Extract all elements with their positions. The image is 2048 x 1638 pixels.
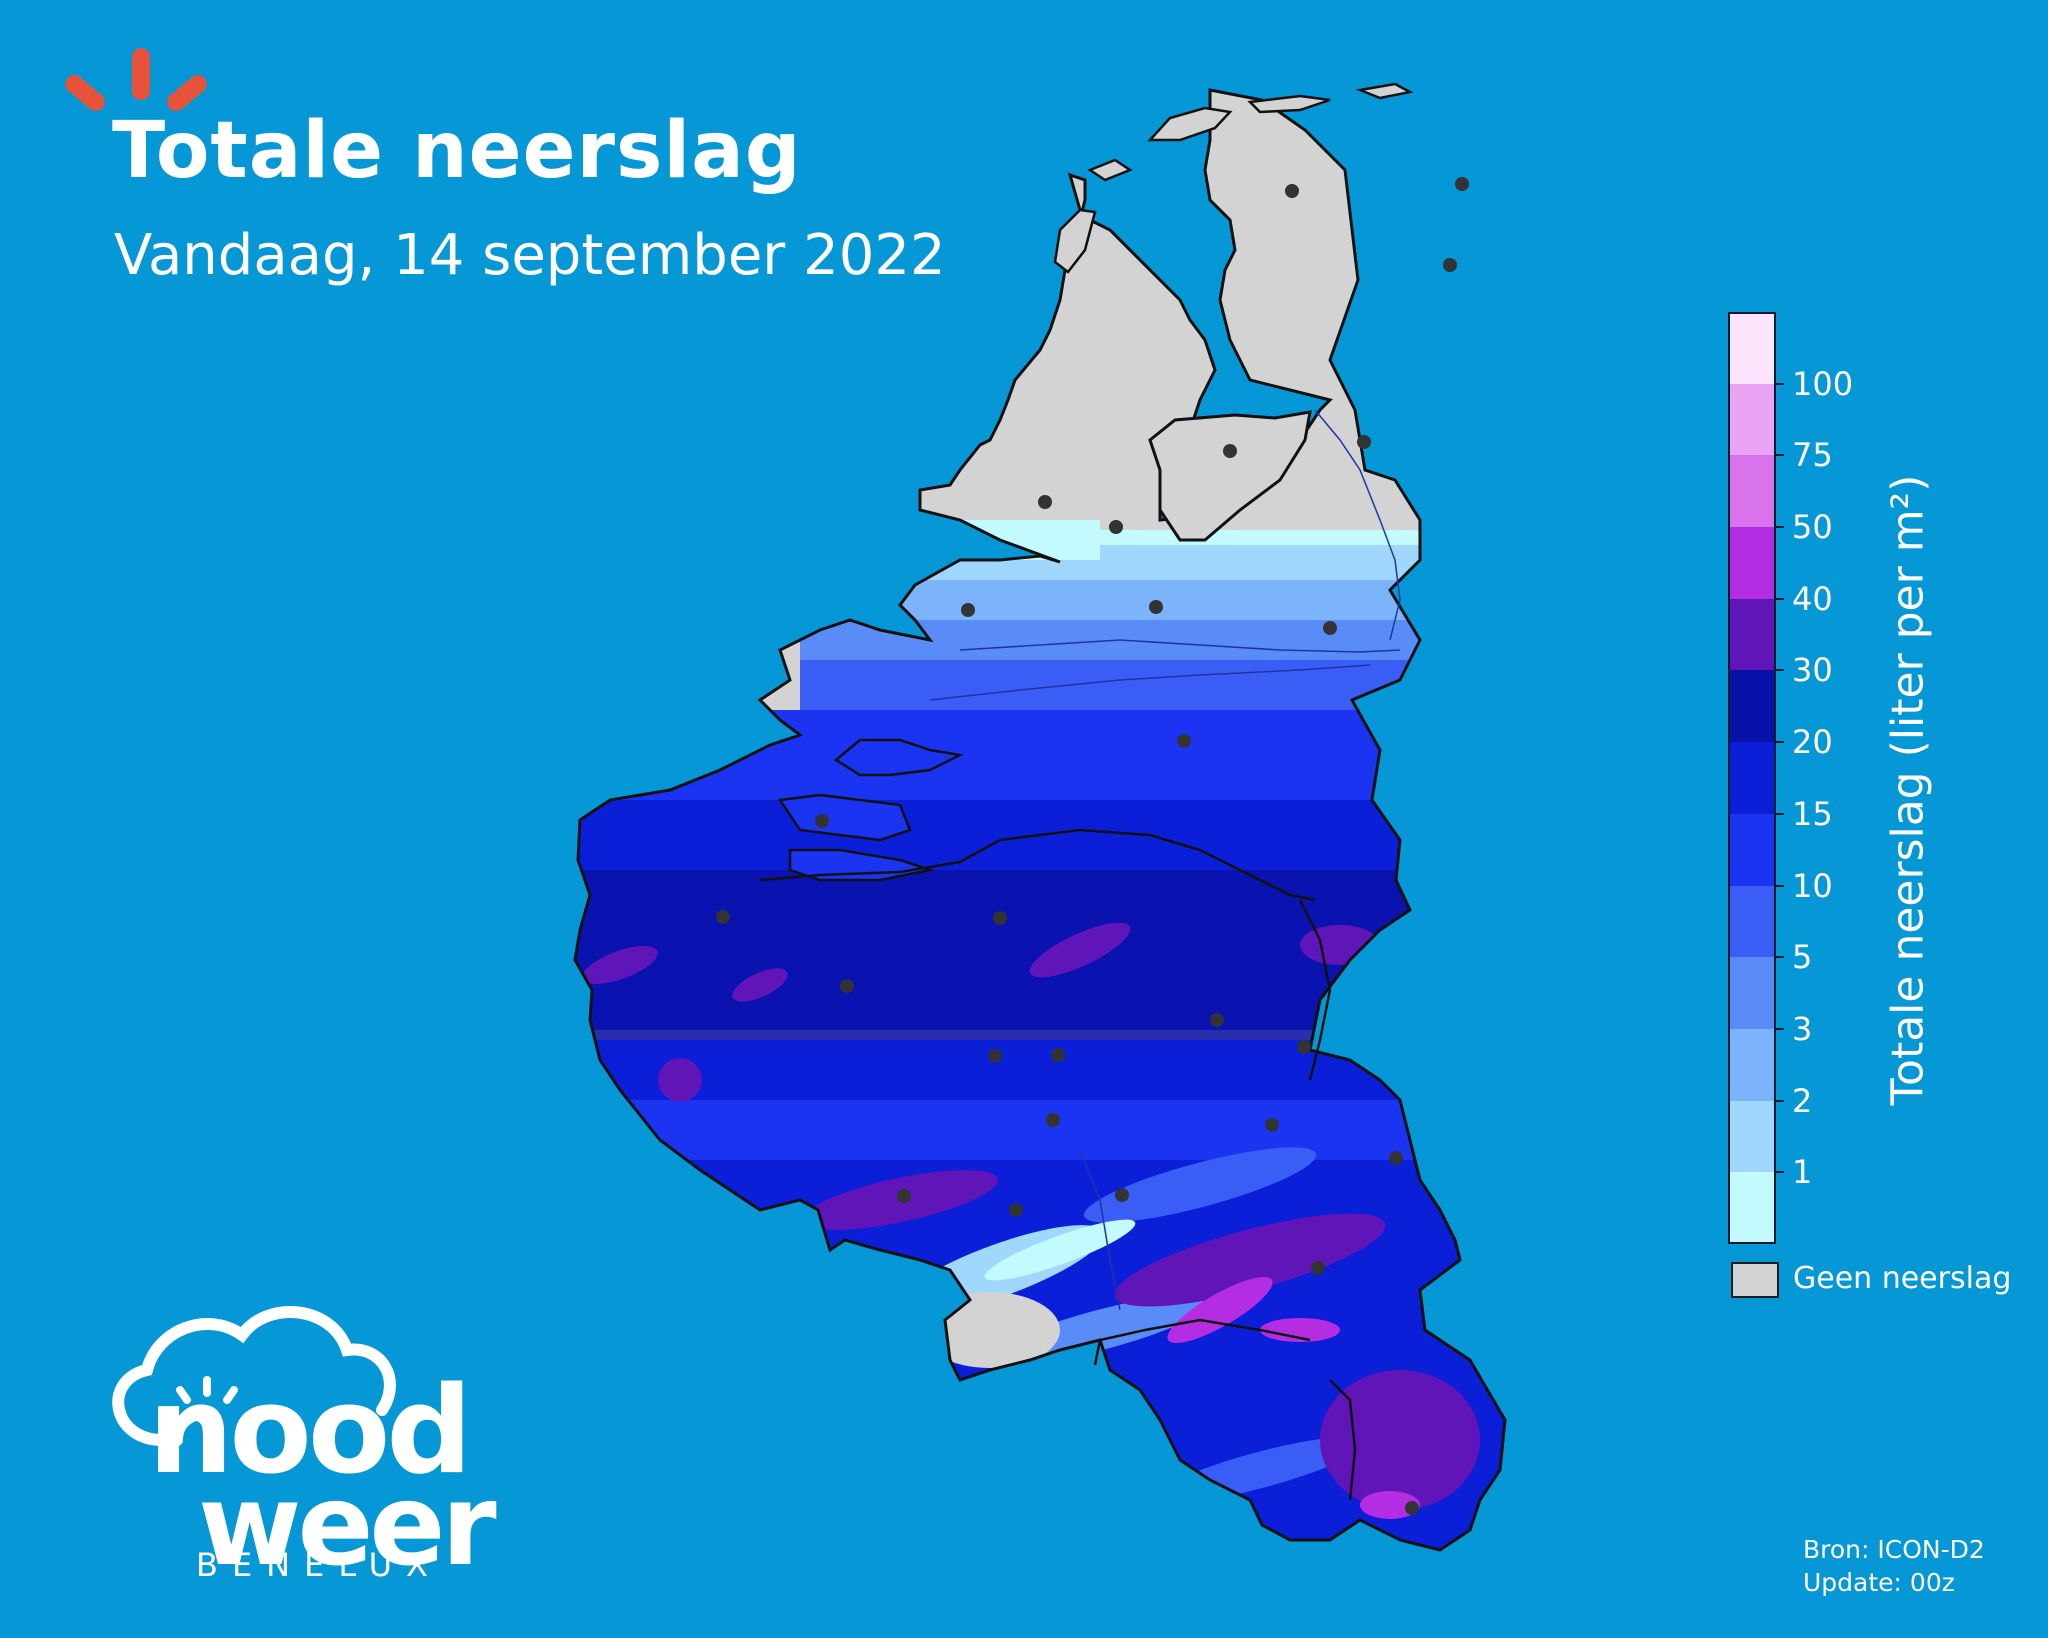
colorbar-tick [1776,454,1784,457]
colorbar-legend: 1 2 3 5 10 15 20 30 40 50 75 100 [1728,308,2048,1308]
colorbar-segment [1728,813,1776,886]
colorbar-tick-label: 2 [1792,1081,1813,1120]
colorbar-tick-label: 3 [1792,1009,1813,1048]
page-subtitle: Vandaag, 14 september 2022 [114,223,946,288]
colorbar-tick-label: 30 [1792,651,1833,690]
no-precip-label: Geen neerslag [1793,1261,2012,1296]
page-title: Totale neerslag [112,106,802,196]
colorbar-tick-label: 50 [1792,508,1833,547]
colorbar-segment [1728,312,1776,384]
colorbar-tick-label: 5 [1792,938,1813,977]
colorbar-segment [1728,742,1776,814]
colorbar-tick-label: 75 [1792,436,1833,475]
colorbar-tick [1776,812,1784,815]
colorbar-segment [1728,527,1776,599]
colorbar-tick [1776,1171,1784,1174]
colorbar-segment [1728,885,1776,958]
colorbar-tick [1776,1027,1784,1030]
colorbar-axis-label: Totale neerslag (liter per m²) [1882,474,1934,1106]
colorbar-segment [1728,1100,1776,1173]
colorbar-tick [1776,884,1784,887]
colorbar-tick [1776,382,1784,385]
brand-subtitle: BENELUX [196,1546,442,1584]
colorbar-frame [1728,312,1776,1244]
colorbar-segment [1728,1028,1776,1101]
colorbar-segment [1728,670,1776,743]
colorbar-segment [1728,383,1776,456]
colorbar-segment [1728,957,1776,1029]
colorbar-segment [1728,455,1776,528]
colorbar-tick [1776,956,1784,959]
brand-line1: nood [148,1362,472,1501]
colorbar-segment [1728,598,1776,671]
colorbar-tick-label: 1 [1792,1153,1813,1192]
colorbar-tick-label: 40 [1792,579,1833,618]
colorbar-tick [1776,597,1784,600]
colorbar-tick [1776,741,1784,744]
colorbar-tick [1776,526,1784,529]
colorbar-tick-label: 100 [1792,364,1854,403]
colorbar-segment [1728,1172,1776,1244]
colorbar-tick [1776,669,1784,672]
no-precip-swatch [1731,1262,1779,1298]
brand-line2: weer [198,1461,497,1591]
source-update: Update: 00z [1803,1567,1955,1597]
colorbar-tick-label: 10 [1792,866,1833,905]
sun-rays-logo [65,48,207,111]
source-info: Bron: ICON-D2 Update: 00z [1803,1534,1985,1599]
colorbar-tick-label: 15 [1792,794,1833,833]
cloud-logo-icon [112,1306,396,1446]
colorbar-tick-label: 20 [1792,723,1833,762]
source-model: Bron: ICON-D2 [1803,1535,1985,1564]
colorbar-tick [1776,1099,1784,1102]
